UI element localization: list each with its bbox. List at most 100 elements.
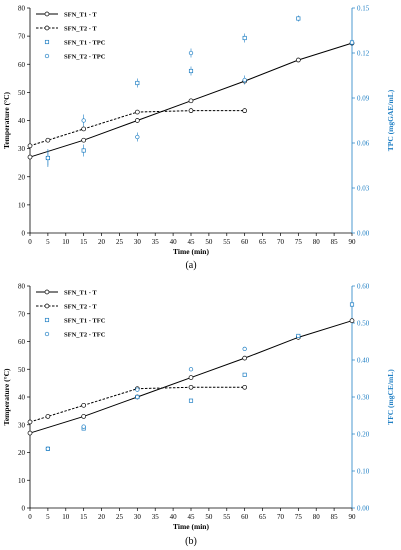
x-tick-label: 70 [277, 238, 285, 246]
legend-item: SFN_T2 - TPC [44, 53, 106, 60]
legend-label: SFN_T2 - T [64, 303, 97, 310]
x-tick-label: 20 [98, 513, 106, 521]
data-point [242, 346, 247, 352]
x-tick-label: 50 [205, 238, 213, 246]
panel-b-chart: 0 5 10 15 20 25 30 35 40 45 50 55 60 65 70 75 80 85 90 Time… [2, 283, 395, 548]
data-point [188, 108, 194, 114]
y-tick-label: 80 [18, 283, 26, 291]
series-3 [45, 15, 355, 166]
data-point [135, 394, 140, 400]
x-tick-label: 75 [295, 238, 303, 246]
y2-tick-label: 0.60 [357, 283, 370, 291]
x-tick-label: 0 [28, 513, 32, 521]
data-point [296, 333, 301, 339]
y-axis-label-right: TFC (mgCE/mL) [386, 369, 395, 425]
data-point [135, 134, 140, 140]
y2-tick-label: 0.15 [357, 5, 370, 13]
data-point [45, 137, 51, 143]
data-point [81, 424, 86, 429]
legend-label: SFN_T2 - TFC [64, 331, 106, 338]
y-tick-label: 10 [18, 477, 26, 485]
y-tick-label: 0 [22, 230, 26, 238]
data-point [349, 318, 355, 324]
data-point [27, 419, 33, 425]
y2-tick-label: 0.40 [357, 357, 370, 365]
legend-swatch-marker [44, 39, 50, 45]
data-point [188, 375, 194, 380]
legend-item: SFN_T2 - TFC [44, 331, 106, 338]
data-point [81, 137, 87, 143]
x-tick-label: 80 [313, 238, 321, 246]
series-4 [45, 48, 247, 167]
x-tick-label: 20 [98, 238, 106, 246]
x-tick-label: 25 [116, 238, 124, 246]
legend-item: SFN_T1 - T [36, 11, 97, 18]
y-tick-label: 50 [18, 366, 26, 374]
series-3 [45, 302, 355, 451]
data-point [135, 387, 140, 392]
panel-caption: (b) [185, 536, 197, 547]
y-tick-label: 60 [18, 61, 26, 69]
x-axis-label: Time (min) [173, 247, 209, 256]
x-tick-label: 0 [28, 238, 32, 246]
panel-caption: (a) [185, 260, 196, 271]
legend-label: SFN_T1 - TFC [64, 317, 106, 324]
x-tick-label: 5 [46, 238, 50, 246]
x-tick-label: 90 [349, 513, 357, 521]
legend-item: SFN_T1 - T [36, 289, 97, 296]
x-tick-label: 25 [116, 513, 124, 521]
y-tick-label: 40 [18, 117, 26, 125]
series-line [29, 386, 245, 423]
x-tick-label: 70 [277, 513, 285, 521]
data-point [242, 35, 247, 41]
x-tick-label: 45 [188, 513, 196, 521]
legend-swatch-marker [44, 53, 50, 59]
y-tick-label: 0 [22, 505, 26, 513]
x-tick-label: 60 [241, 513, 249, 521]
data-point [295, 57, 301, 63]
y2-tick-label: 0.09 [357, 95, 370, 103]
legend-item: SFN_T2 - T [36, 25, 97, 32]
legend-label: SFN_T2 - T [64, 25, 97, 32]
y2-tick-label: 0.00 [357, 230, 370, 238]
legend-swatch-marker [44, 303, 50, 309]
x-tick-label: 85 [331, 238, 339, 246]
panel-a-chart: 0 5 10 15 20 25 30 35 40 45 50 55 60 65 70 75 80 85 90 Time… [2, 5, 395, 272]
y-tick-label: 80 [18, 5, 26, 13]
x-tick-label: 10 [62, 513, 70, 521]
y2-tick-label: 0.30 [357, 394, 370, 402]
y2-tick-label: 0.50 [357, 320, 370, 328]
data-point [349, 302, 355, 307]
data-point [188, 398, 194, 403]
legend-swatch-marker [44, 331, 50, 337]
y-axis-label-left: Temperature (°C) [2, 368, 11, 425]
legend-swatch-marker [44, 289, 50, 295]
y-tick-label: 10 [18, 201, 26, 209]
data-point [134, 109, 140, 115]
x-axis-label: Time (min) [173, 522, 209, 531]
y-axis-label-right: TPC (mgGAE/mL) [386, 89, 395, 151]
y2-tick-label: 0.00 [357, 505, 370, 513]
x-tick-label: 35 [152, 238, 160, 246]
x-tick-label: 55 [223, 513, 231, 521]
data-point [188, 367, 194, 372]
x-tick-label: 60 [241, 238, 249, 246]
data-point [45, 155, 51, 161]
data-point [81, 402, 87, 408]
data-point [81, 118, 86, 123]
data-point [188, 50, 194, 56]
data-point [81, 414, 87, 419]
legend-item: SFN_T2 - T [36, 303, 97, 310]
data-point [81, 148, 86, 153]
y-tick-label: 30 [18, 421, 26, 429]
x-tick-label: 35 [152, 513, 160, 521]
y-tick-label: 60 [18, 338, 26, 346]
data-point [45, 414, 51, 419]
y2-tick-label: 0.12 [357, 50, 370, 58]
legend: SFN_T1 - T SFN_T2 - T SFN_T1 - TPC SFN_T2 -… [36, 11, 106, 60]
legend-label: SFN_T2 - TPC [64, 53, 106, 60]
data-point [134, 118, 140, 123]
x-tick-label: 65 [259, 513, 267, 521]
data-point [45, 446, 51, 451]
